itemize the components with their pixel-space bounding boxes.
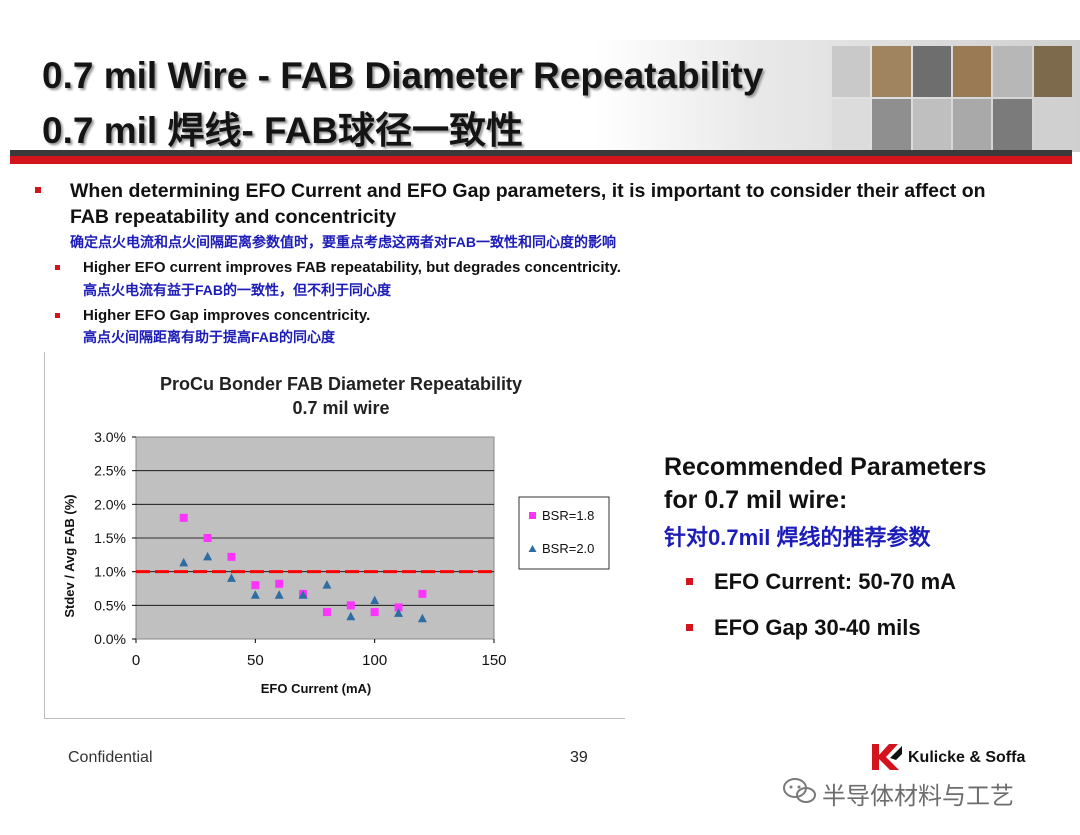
point-bsr-1-8 bbox=[394, 603, 403, 612]
y-tick-label: 0.5% bbox=[94, 597, 126, 613]
logo-wordmark: Kulicke & Soffa bbox=[908, 749, 1026, 766]
point-bsr-1-8 bbox=[203, 534, 212, 542]
y-tick-label: 2.5% bbox=[94, 463, 126, 479]
x-tick-label: 150 bbox=[481, 652, 506, 669]
collage-photo bbox=[832, 99, 871, 150]
y-tick-label: 2.0% bbox=[94, 496, 126, 512]
point-bsr-1-8 bbox=[227, 552, 236, 561]
collage-photo bbox=[912, 99, 951, 150]
sub-bullet-marker bbox=[55, 313, 60, 318]
point-bsr-2-0 bbox=[417, 613, 427, 623]
watermark-text: 半导体材料与工艺 bbox=[822, 783, 1014, 810]
recommendation-bullet bbox=[686, 578, 693, 585]
point-bsr-2-0 bbox=[203, 551, 213, 561]
point-bsr-2-0 bbox=[226, 573, 236, 582]
chart-frame bbox=[44, 352, 625, 719]
legend-marker-bsr-2-0 bbox=[528, 545, 537, 552]
point-bsr-2-0 bbox=[370, 595, 380, 605]
title-divider-red bbox=[10, 156, 1072, 164]
point-bsr-1-8 bbox=[251, 581, 260, 590]
fab-repeatability-chart: ProCu Bonder FAB Diameter Repeatability … bbox=[62, 374, 610, 696]
x-tick-label: 100 bbox=[362, 652, 387, 669]
recommendation-efo-current: EFO Current: 50-70 mA bbox=[714, 569, 957, 594]
y-tick-label: 3.0% bbox=[94, 429, 126, 445]
sub-bullet-marker bbox=[55, 265, 60, 270]
collage-photo bbox=[993, 99, 1032, 150]
chart-subtitle: 0.7 mil wire bbox=[292, 398, 389, 418]
bullet-marker bbox=[35, 187, 41, 193]
sub-bullet-text-1: Higher EFO current improves FAB repeatab… bbox=[83, 259, 621, 276]
x-axis-ticks: 0 50 100 150 bbox=[132, 639, 507, 669]
recommendation-bullet bbox=[686, 624, 693, 631]
main-bullet-chinese: 确定点火电流和点火间隔距离参数值时，要重点考虑这两者对FAB一致性和同心度的影响 bbox=[70, 234, 616, 250]
point-bsr-2-0 bbox=[298, 590, 308, 599]
legend-label-bsr-2-0: BSR=2.0 bbox=[542, 541, 594, 556]
y-axis-ticks: 0.0% 0.5% 1.0% 1.5% 2.0% 2.5% 3.0% bbox=[94, 429, 136, 647]
recommendation-chinese: 针对0.7mil 焊线的推荐参数 bbox=[664, 525, 931, 550]
x-axis-label: EFO Current (mA) bbox=[261, 681, 372, 696]
collage-photo bbox=[993, 46, 1032, 97]
page-number: 39 bbox=[570, 749, 588, 766]
recommendation-title-line1: Recommended Parameters bbox=[664, 453, 987, 481]
data-points bbox=[179, 513, 427, 623]
y-tick-label: 0.0% bbox=[94, 631, 126, 647]
page-title: 0.7 mil Wire - FAB Diameter Repeatabilit… bbox=[42, 55, 764, 96]
wechat-watermark: 半导体材料与工艺 bbox=[782, 774, 1052, 810]
x-tick-label: 50 bbox=[247, 652, 264, 669]
point-bsr-2-0 bbox=[179, 557, 189, 567]
x-tick-label: 0 bbox=[132, 652, 140, 669]
legend-label-bsr-1-8: BSR=1.8 bbox=[542, 508, 594, 523]
legend-box bbox=[518, 496, 610, 570]
point-bsr-2-0 bbox=[274, 590, 284, 599]
y-tick-label: 1.5% bbox=[94, 530, 126, 546]
collage-photo bbox=[912, 46, 951, 97]
collage-photo bbox=[872, 46, 911, 97]
recommendation-title-line2: for 0.7 mil wire: bbox=[664, 486, 848, 514]
sub-bullet-text-2: Higher EFO Gap improves concentricity. bbox=[83, 307, 371, 324]
collage-photo bbox=[1033, 46, 1072, 97]
point-bsr-1-8 bbox=[370, 608, 379, 617]
title-divider-dark bbox=[10, 150, 1072, 156]
point-bsr-2-0 bbox=[322, 580, 332, 589]
point-bsr-1-8 bbox=[346, 601, 355, 610]
point-bsr-2-0 bbox=[346, 611, 356, 621]
kulicke-soffa-logo: Kulicke & Soffa bbox=[870, 742, 1042, 774]
sub-bullet-chinese-1: 高点火电流有益于FAB的一致性，但不利于同心度 bbox=[83, 282, 391, 298]
point-bsr-1-8 bbox=[179, 513, 188, 522]
legend-marker-bsr-1-8 bbox=[529, 512, 536, 519]
y-tick-label: 1.0% bbox=[94, 564, 126, 580]
ks-logo-icon bbox=[872, 744, 902, 770]
collage-photo bbox=[832, 46, 871, 97]
y-axis-label: Stdev / Avg FAB (%) bbox=[62, 494, 77, 617]
sub-bullet-chinese-2: 高点火间隔距离有助于提高FAB的同心度 bbox=[83, 329, 335, 345]
header-photo-collage bbox=[832, 46, 1072, 150]
page-title-chinese: 0.7 mil 焊线- FAB球径一致性 bbox=[42, 110, 524, 151]
point-bsr-1-8 bbox=[322, 608, 331, 617]
confidential-label: Confidential bbox=[68, 749, 153, 766]
collage-photo bbox=[1033, 99, 1072, 150]
chart-title: ProCu Bonder FAB Diameter Repeatability bbox=[160, 374, 522, 394]
point-bsr-1-8 bbox=[275, 579, 284, 588]
collage-photo bbox=[872, 99, 911, 150]
chart-legend: BSR=1.8 BSR=2.0 bbox=[518, 496, 610, 570]
wechat-icon bbox=[783, 778, 816, 803]
collage-photo bbox=[952, 99, 992, 150]
point-bsr-2-0 bbox=[250, 590, 260, 599]
main-bullet-text: When determining EFO Current and EFO Gap… bbox=[70, 180, 986, 228]
point-bsr-1-8 bbox=[418, 589, 427, 598]
collage-photo bbox=[952, 46, 992, 97]
recommendation-efo-gap: EFO Gap 30-40 mils bbox=[714, 615, 921, 640]
point-bsr-2-0 bbox=[394, 608, 404, 617]
